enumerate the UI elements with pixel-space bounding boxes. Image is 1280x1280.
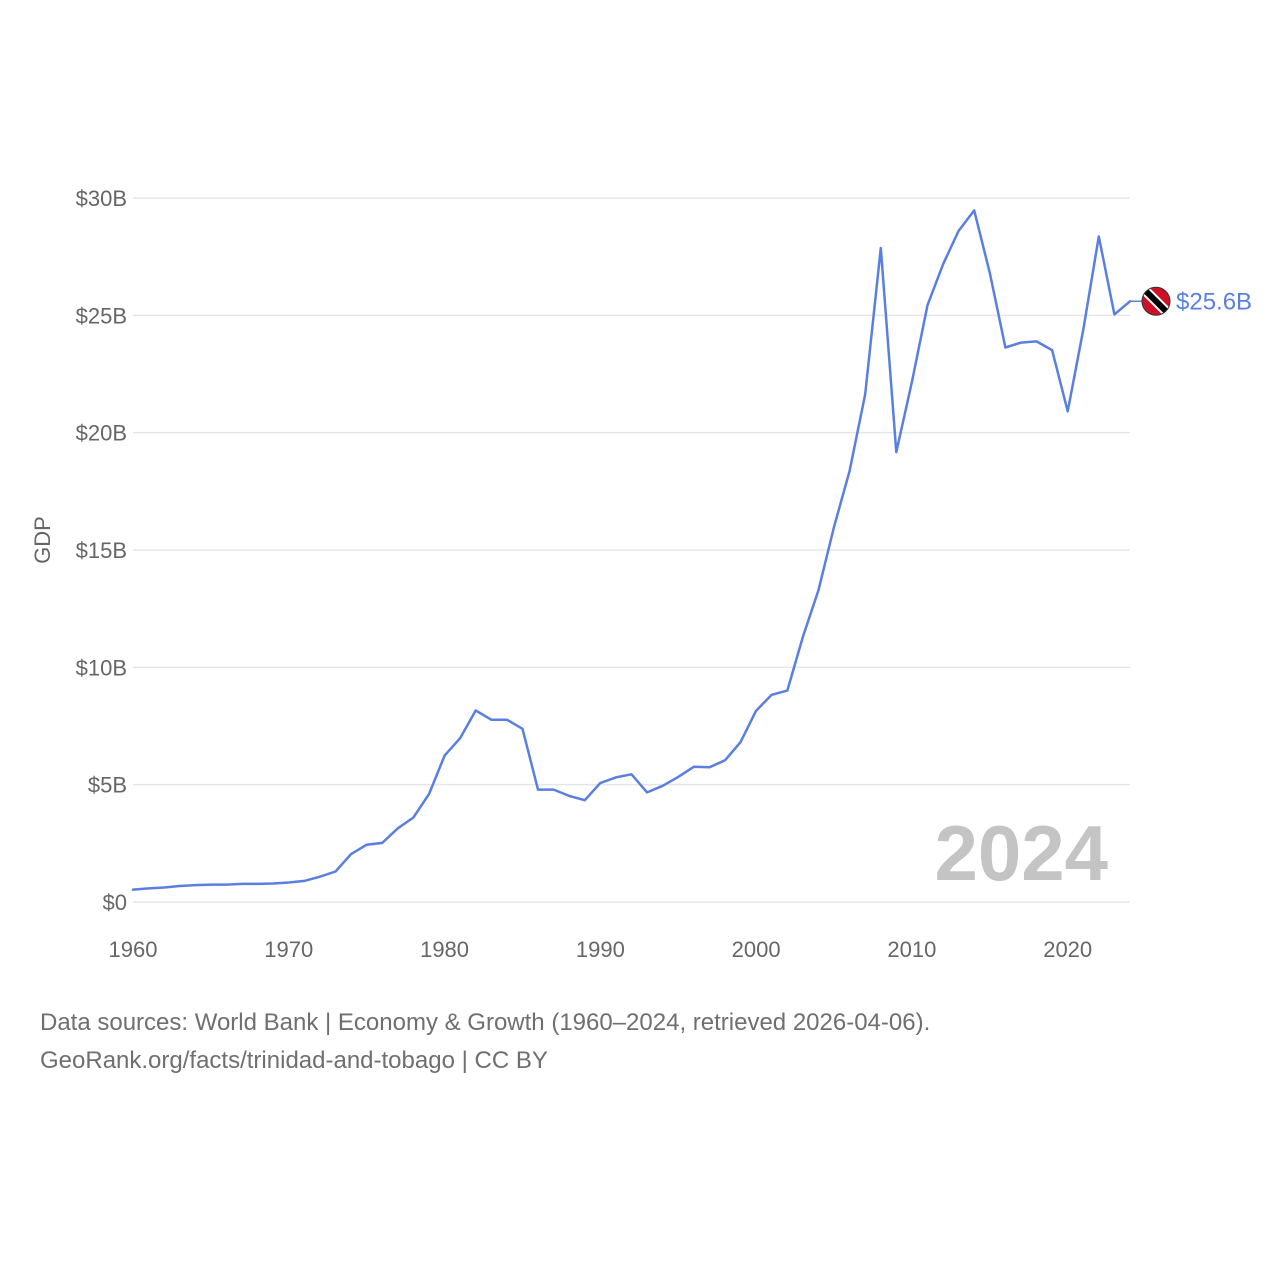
y-axis-ticks: $0 $5B $10B $15B $20B $25B $30B <box>76 186 127 915</box>
x-tick-label: 1980 <box>420 937 469 962</box>
x-tick-label: 1990 <box>576 937 625 962</box>
x-tick-label: 2020 <box>1043 937 1092 962</box>
series-line <box>131 209 1132 891</box>
x-tick-label: 2010 <box>887 937 936 962</box>
y-tick-label: $25B <box>76 303 127 328</box>
x-tick-label: 1970 <box>264 937 313 962</box>
x-tick-label: 2000 <box>732 937 781 962</box>
trinidad-and-tobago-flag-icon <box>1141 286 1171 316</box>
x-tick-label: 1960 <box>109 937 158 962</box>
y-tick-label: $20B <box>76 421 127 446</box>
footer-sources: Data sources: World Bank | Economy & Gro… <box>40 1009 931 1036</box>
y-tick-label: $0 <box>103 890 127 915</box>
y-tick-label: $30B <box>76 186 127 211</box>
y-axis-title: GDP <box>30 516 55 564</box>
gridlines <box>133 197 1130 903</box>
y-tick-label: $10B <box>76 655 127 680</box>
end-marker: $25.6B <box>1130 286 1252 316</box>
gdp-line-chart: $0$5B$10B$15B$20B$25B$30B 1960 1970 1980 19… <box>30 186 1252 962</box>
current-year-label: 2024 <box>934 809 1108 897</box>
footer: Data sources: World Bank | Economy & Gro… <box>40 1004 930 1080</box>
series-group <box>131 209 1132 891</box>
end-value-label: $25.6B <box>1176 288 1252 315</box>
y-tick-label: $5B <box>88 773 127 798</box>
x-axis-ticks: 1960 1970 1980 1990 2000 2010 2020 <box>109 937 1093 962</box>
y-tick-label: $15B <box>76 538 127 563</box>
footer-attribution: GeoRank.org/facts/trinidad-and-tobago | … <box>40 1047 548 1074</box>
